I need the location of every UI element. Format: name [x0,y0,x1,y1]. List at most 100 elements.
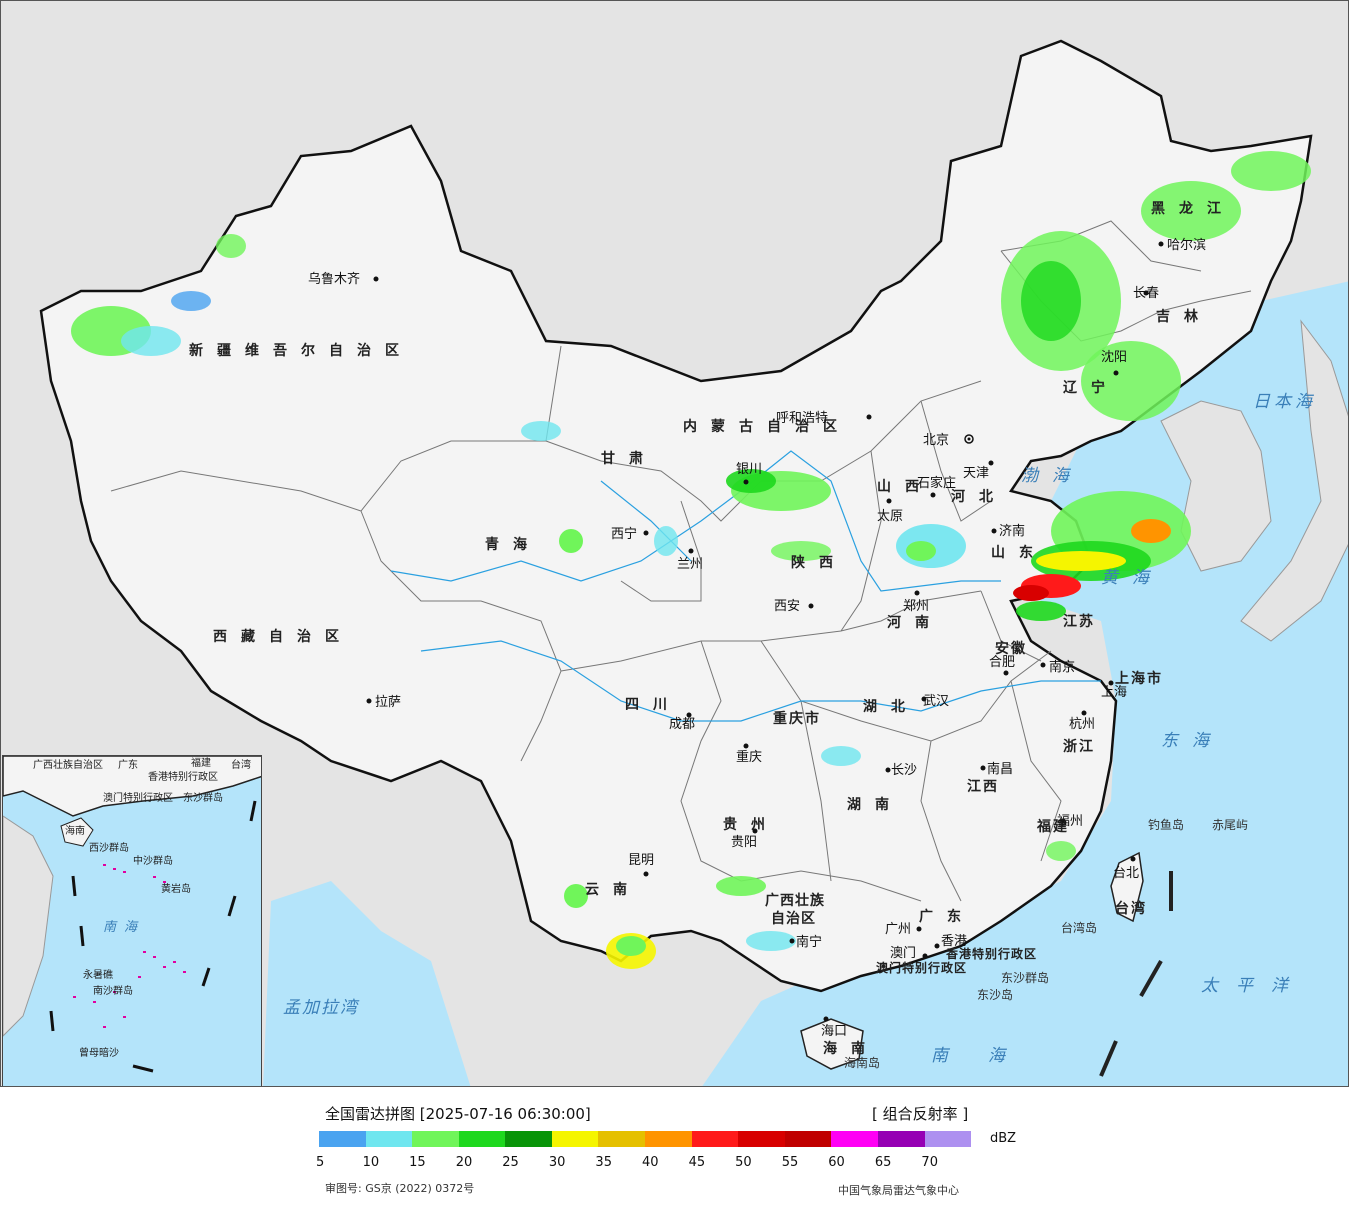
scale-tick-label: 10 [362,1155,380,1170]
island-taiwandao: 台湾岛 [1061,920,1097,935]
scale-ticks: 5 10 15 20 25 30 35 40 45 50 55 60 65 70 [308,1155,968,1171]
province-liaoning: 辽宁 [1063,379,1119,396]
scale-swatch [645,1131,692,1147]
province-taiwan: 台湾 [1115,900,1147,917]
inset-hainan-label: 海南 [65,824,85,837]
inset-guangxi: 广西壮族自治区 [33,758,103,771]
scale-tick-label: 45 [688,1155,706,1170]
province-sichuan: 四川 [625,697,681,713]
city-hohhot: 呼和浩特 [776,411,828,426]
inset-macau: 澳门特别行政区 [103,791,173,804]
inset-west-land [3,815,54,1037]
province-yunnan: 云南 [585,881,641,898]
inset-dashes [49,800,257,1073]
city-wuhan: 武汉 [923,694,949,709]
province-boundaries [110,220,1252,902]
inset-hongkong: 香港特别行政区 [148,770,218,783]
sea-huanghai: 黄海 [1101,568,1163,588]
island-chiweiyu: 赤尾屿 [1212,818,1248,832]
city-macau: 澳门 [890,945,916,961]
scale-tick-label: 65 [874,1155,892,1170]
scale-tick-label: 40 [642,1155,659,1170]
province-qinghai: 青海 [485,536,541,553]
province-jiangxi: 江西 [967,778,999,795]
city-kunming: 昆明 [628,853,654,868]
city-haikou: 海口 [821,1024,847,1039]
province-fujian: 福建 [1036,818,1069,835]
city-shenyang: 沈阳 [1101,350,1127,365]
island-dongsha-qundao: 东沙群岛 [1001,970,1049,985]
scale-swatch [505,1131,552,1147]
city-yinchuan: 银川 [736,462,762,477]
province-xizang: 西藏自治区 [213,628,353,645]
inset-taiwan: 台湾 [231,758,251,771]
province-heilongjiang: 黑龙江 [1151,200,1235,217]
scale-swatch [738,1131,785,1147]
scale-swatch [831,1131,878,1147]
scale-tick-label: 5 [316,1155,325,1170]
city-dots [366,241,1164,1022]
province-macau: 澳门特别行政区 [876,960,967,975]
province-guizhou: 贵州 [723,816,779,833]
province-henan: 河南 [887,614,943,631]
inset-zengmuansha: 曾母暗沙 [79,1046,119,1059]
province-neimeng: 内蒙古自治区 [683,418,851,435]
scale-swatch [365,1131,413,1147]
scale-tick-label: 55 [781,1155,799,1170]
sea-mengjialawan: 孟加拉湾 [283,998,360,1018]
inset-islands [73,864,186,1028]
city-urumqi: 乌鲁木齐 [308,271,360,287]
province-zhejiang: 浙江 [1063,738,1095,755]
city-changchun: 长春 [1133,286,1159,301]
province-shanxi: 山西 [877,479,933,495]
city-shanghai: 上海 [1101,685,1127,700]
scale-swatch [412,1131,459,1147]
scale-tick-label: 30 [548,1155,566,1170]
sea-taipingyang: 太平洋 [1201,976,1306,996]
province-hebei: 河北 [951,488,1007,505]
inset-hainan [60,817,94,847]
japan-land [1240,319,1348,642]
island-diaoyudao: 钓鱼岛 [1148,817,1184,832]
city-chongqing: 重庆 [736,749,762,765]
city-beijing: 北京 [923,433,949,448]
hainan-land [800,1018,864,1070]
city-jinan: 济南 [999,523,1025,539]
province-jiangsu: 江苏 [1063,613,1095,630]
sea-nanhai: 南海 [931,1046,1045,1066]
city-fuzhou: 福州 [1057,814,1083,829]
city-changsha: 长沙 [891,763,917,778]
scale-swatch [877,1131,925,1147]
issuing-center: 中国气象局雷达气象中心 [838,1184,959,1197]
province-guangdong: 广东 [919,908,975,925]
city-chengdu: 成都 [669,717,695,732]
province-shanghai: 上海市 [1115,670,1163,687]
south-china-sea-inset: 广西壮族自治区 广东 福建 台湾 香港特别行政区 澳门特别行政区 东沙群岛 海南… [2,755,262,1086]
scale-swatch [924,1131,972,1147]
city-harbin: 哈尔滨 [1167,237,1206,253]
inset-nansha: 南沙群岛 [93,984,133,997]
approval-number: 审图号: GS京 (2022) 0372号 [325,1182,475,1195]
inset-dongsha: 东沙群岛 [183,791,223,804]
inset-yongshujiao: 永暑礁 [83,968,113,981]
legend-footer: 全国雷达拼图 [2025-07-16 06:30:00] [ 组合反射率 ] 5… [0,1087,1349,1208]
scale-swatch [551,1131,599,1147]
sea-west [263,881,471,1086]
inset-xisha: 西沙群岛 [89,841,129,854]
radar-map: 新疆维吾尔自治区 西藏自治区 青海 甘肃 内蒙古自治区 黑龙江 吉林 辽宁 河北… [0,0,1349,1087]
inset-nanhai: 南海 [103,920,145,935]
city-taiyuan: 太原 [877,509,903,524]
scale-tick-label: 15 [409,1155,426,1170]
color-scale [319,1131,972,1147]
scale-tick-label: 60 [828,1155,845,1170]
city-tianjin: 天津 [963,466,989,481]
map-canvas: 新疆维吾尔自治区 西藏自治区 青海 甘肃 内蒙古自治区 黑龙江 吉林 辽宁 河北… [39,39,1348,1086]
taiwan-land [1110,851,1144,923]
city-xining: 西宁 [611,526,637,542]
boundary-dashes [1099,871,1173,1077]
radar-echoes [71,151,1311,969]
inset-guangdong: 广东 [118,758,138,771]
inset-huangyandao: 黄岩岛 [161,882,191,895]
city-guangzhou: 广州 [885,922,911,937]
sea-bohai: 渤海 [1021,466,1083,486]
